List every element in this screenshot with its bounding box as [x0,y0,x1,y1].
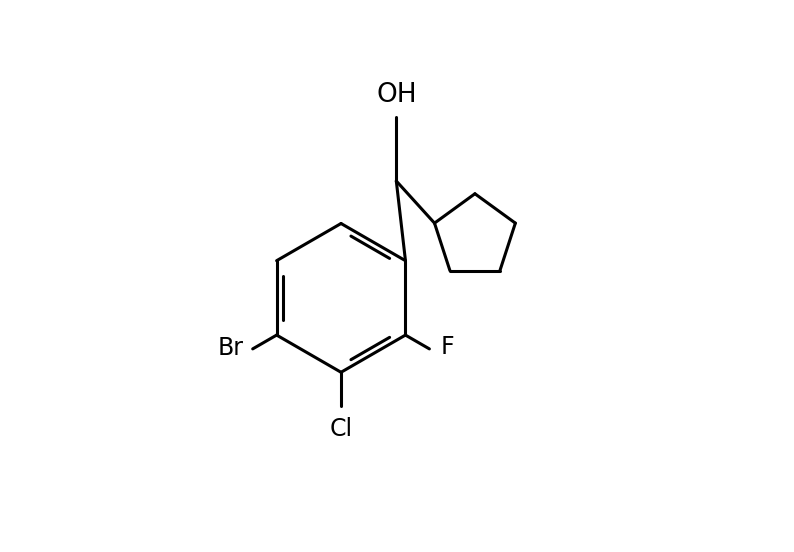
Text: Br: Br [218,336,243,359]
Text: Cl: Cl [330,417,353,441]
Text: F: F [441,335,454,359]
Text: OH: OH [377,82,418,108]
